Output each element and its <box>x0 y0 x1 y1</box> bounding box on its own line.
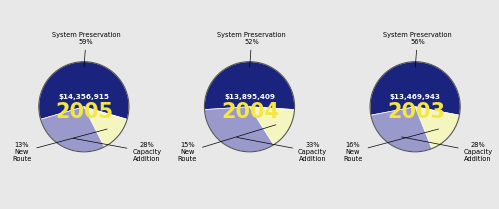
Text: 13%
New
Route: 13% New Route <box>12 129 107 162</box>
Text: 28%
Capacity
Addition: 28% Capacity Addition <box>402 137 493 162</box>
Text: 2003: 2003 <box>387 102 445 122</box>
Wedge shape <box>205 107 273 152</box>
Wedge shape <box>250 107 294 145</box>
Wedge shape <box>39 62 129 119</box>
Wedge shape <box>415 107 460 149</box>
Text: System Preservation
52%: System Preservation 52% <box>218 32 286 67</box>
Wedge shape <box>371 107 432 152</box>
Wedge shape <box>40 107 104 152</box>
Text: 15%
New
Route: 15% New Route <box>178 125 276 162</box>
Text: $13,469,943: $13,469,943 <box>390 94 441 100</box>
Text: $13,895,409: $13,895,409 <box>224 94 275 100</box>
Wedge shape <box>205 62 294 110</box>
Wedge shape <box>370 62 460 115</box>
Text: 33%
Capacity
Addition: 33% Capacity Addition <box>237 137 327 162</box>
Text: 16%
New
Route: 16% New Route <box>343 129 439 162</box>
Text: 28%
Capacity
Addition: 28% Capacity Addition <box>73 138 162 162</box>
Text: 2004: 2004 <box>222 102 279 122</box>
Text: $14,356,915: $14,356,915 <box>58 94 109 100</box>
Text: System Preservation
56%: System Preservation 56% <box>383 32 452 67</box>
Wedge shape <box>84 107 127 147</box>
Text: System Preservation
59%: System Preservation 59% <box>52 32 120 67</box>
Text: 2005: 2005 <box>56 102 114 122</box>
